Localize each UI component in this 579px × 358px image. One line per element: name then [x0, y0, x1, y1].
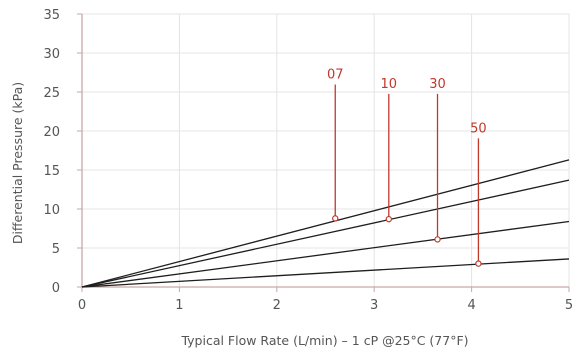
callout-label: 10 [381, 77, 398, 92]
y-axis-label: Differential Pressure (kPa) [10, 82, 25, 244]
x-tick-label: 1 [175, 298, 183, 313]
callout-marker [475, 260, 482, 267]
callout-10: 10 [381, 77, 398, 223]
callout-marker [332, 215, 339, 222]
x-tick-labels: 0 1 2 3 4 5 [78, 298, 573, 313]
y-tick-label: 0 [52, 281, 60, 296]
x-tick-label: 2 [273, 298, 281, 313]
x-tick-label: 4 [467, 298, 475, 313]
y-tick-label: 20 [43, 125, 60, 140]
x-axis-label: Typical Flow Rate (L/min) – 1 cP @25°C (… [180, 333, 468, 348]
callout-marker [434, 236, 441, 243]
series-lines [81, 159, 570, 288]
x-tick-label: 5 [565, 298, 573, 313]
axes [77, 13, 570, 292]
y-tick-label: 30 [43, 47, 60, 62]
callout-label: 30 [429, 77, 446, 92]
series-line-50 [81, 258, 570, 288]
callout-50: 50 [470, 121, 487, 267]
y-tick-label: 25 [43, 86, 60, 101]
y-tick-labels: 0 5 10 15 20 25 30 35 [43, 8, 60, 296]
series-line-07 [81, 159, 570, 288]
series-line-30 [81, 220, 570, 288]
callout-label: 50 [470, 121, 487, 136]
y-tick-label: 5 [52, 242, 60, 257]
callout-marker [385, 215, 393, 223]
callout-07: 07 [327, 68, 344, 222]
grid [82, 13, 570, 287]
callout-label: 07 [327, 68, 344, 83]
callout-30: 30 [429, 77, 446, 243]
y-tick-label: 15 [43, 164, 60, 179]
series-line-10 [81, 179, 570, 288]
x-tick-label: 0 [78, 298, 86, 313]
callouts: 07 10 30 50 [327, 68, 487, 267]
y-tick-label: 10 [43, 203, 60, 218]
y-tick-label: 35 [43, 8, 60, 23]
x-tick-label: 3 [370, 298, 378, 313]
